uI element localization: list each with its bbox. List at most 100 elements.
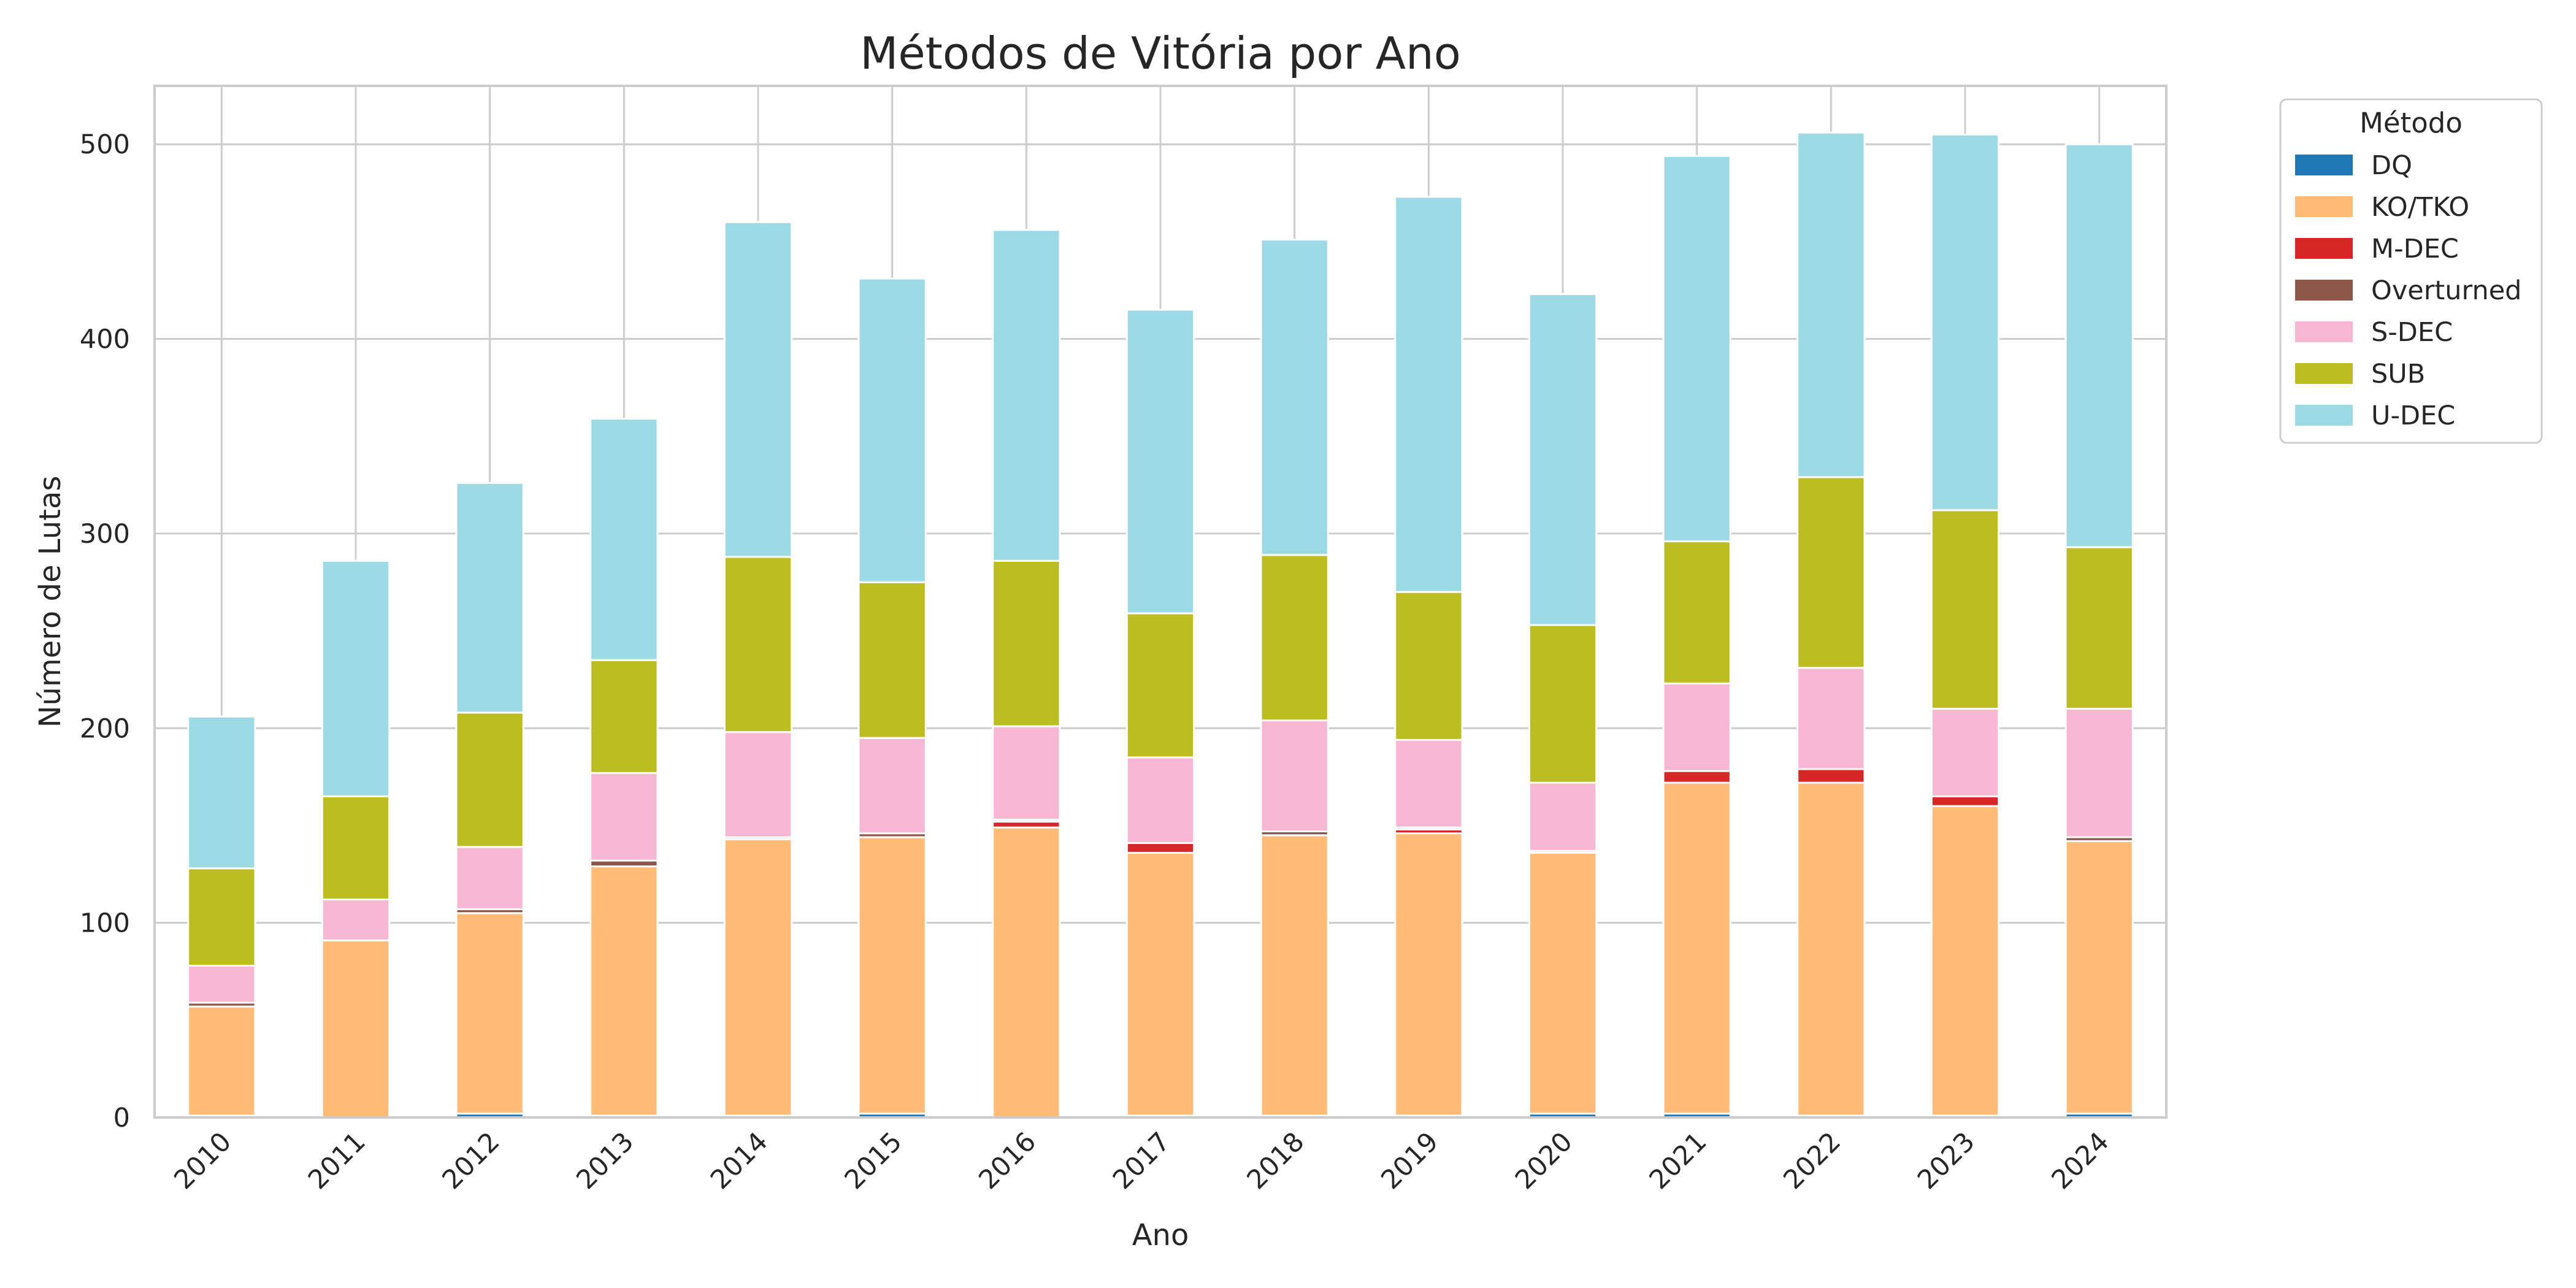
bar-segment: [857, 737, 927, 835]
bar-segment: [992, 559, 1061, 727]
bar-segment: [2064, 708, 2134, 838]
bar-segment: [723, 556, 793, 734]
x-axis-label: Ano: [1132, 1218, 1189, 1252]
bar-segment: [2064, 143, 2134, 548]
bar-segment: [1796, 131, 1866, 478]
legend: Método DQ KO/TKO M-DEC Overturned S-DEC SUB U-…: [2279, 98, 2543, 444]
bar-segment: [857, 836, 927, 1115]
bar-segment: [723, 731, 793, 838]
x-ticks: 2010 2011 2012 2013 2014 2015 2016 2017 2018 2019…: [168, 1126, 2115, 1195]
bar-segment: [1528, 293, 1598, 626]
bar-segment: [187, 715, 256, 870]
x-tick-label: 2010: [168, 1126, 237, 1195]
bar-segment: [589, 418, 659, 661]
bar-segment: [1796, 781, 1866, 1117]
legend-label: Overturned: [2371, 275, 2521, 306]
bar-segment: [1394, 738, 1463, 829]
y-tick-label: 200: [80, 713, 130, 744]
bar-segment: [2064, 546, 2134, 710]
bar-segment: [1930, 805, 2000, 1117]
bar-segment: [1125, 756, 1195, 845]
bar-segment: [1662, 540, 1731, 684]
x-tick-label: 2016: [973, 1126, 1042, 1195]
y-tick-label: 500: [80, 129, 130, 160]
legend-swatch: [2295, 238, 2353, 259]
bars-layer: [187, 131, 2134, 1119]
legend-label: S-DEC: [2371, 317, 2453, 348]
bar-segment: [1260, 834, 1329, 1117]
chart-title: Métodos de Vitória por Ano: [860, 28, 1461, 79]
bar-segment: [1662, 781, 1731, 1115]
x-tick-label: 2023: [1912, 1126, 1981, 1195]
x-tick-label: 2021: [1644, 1126, 1713, 1195]
legend-label: DQ: [2371, 150, 2412, 181]
plot-frame: [153, 85, 2168, 1119]
bar-segment: [1394, 832, 1463, 1117]
bar-segment: [1930, 795, 2000, 807]
bar-segment: [321, 559, 391, 797]
legend-items: DQ KO/TKO M-DEC Overturned S-DEC SUB U-DEC: [2295, 150, 2521, 431]
bar-segment: [455, 846, 524, 910]
bar-segment: [1930, 509, 2000, 710]
legend-label: SUB: [2371, 359, 2425, 389]
bar-segment: [1930, 708, 2000, 797]
bar-segment: [187, 964, 256, 1004]
bar-segment: [992, 725, 1061, 821]
legend-label: M-DEC: [2371, 234, 2459, 264]
bar-segment: [1930, 133, 2000, 512]
x-tick-label: 2022: [1777, 1126, 1847, 1195]
bar-segment: [1796, 768, 1866, 784]
bar-segment: [1528, 781, 1598, 852]
bar-segment: [589, 659, 659, 774]
bar-segment: [1662, 770, 1731, 784]
x-tick-label: 2018: [1241, 1126, 1311, 1195]
bar-segment: [455, 711, 524, 848]
bar-segment: [1662, 155, 1731, 543]
x-tick-label: 2014: [705, 1126, 774, 1195]
bar-segment: [455, 481, 524, 714]
bar-segment: [1662, 682, 1731, 772]
legend-swatch: [2295, 155, 2353, 175]
bar-segment: [723, 838, 793, 1117]
y-tick-label: 100: [80, 908, 130, 939]
bar-segment: [321, 939, 391, 1119]
bar-segment: [1260, 719, 1329, 832]
bar-segment: [455, 912, 524, 1115]
bar-segment: [1796, 667, 1866, 770]
bar-segment: [321, 795, 391, 901]
bar-segment: [321, 899, 391, 941]
bar-segment: [723, 221, 793, 558]
bar-segment: [857, 277, 927, 583]
bar-segment: [589, 772, 659, 862]
bar-segment: [1260, 239, 1329, 556]
bar-segment: [1394, 591, 1463, 741]
x-tick-label: 2019: [1375, 1126, 1444, 1195]
bar-segment: [589, 865, 659, 1117]
bar-segment: [1125, 842, 1195, 854]
bar-segment: [1125, 612, 1195, 759]
bar-segment: [1125, 309, 1195, 615]
legend-swatch: [2295, 363, 2353, 384]
bar-segment: [1528, 624, 1598, 784]
legend-swatch: [2295, 196, 2353, 217]
bar-segment: [2064, 840, 2134, 1115]
legend-swatch: [2295, 321, 2353, 342]
legend-frame: [2279, 98, 2543, 444]
y-axis-label: Número de Lutas: [33, 476, 67, 728]
x-tick-label: 2017: [1107, 1126, 1176, 1195]
x-tick-label: 2024: [2046, 1126, 2115, 1195]
legend-swatch: [2295, 280, 2353, 301]
bar-segment: [187, 867, 256, 967]
legend-title: Método: [2359, 107, 2463, 139]
bar-segment: [992, 826, 1061, 1119]
legend-swatch: [2295, 405, 2353, 426]
bar-segment: [857, 581, 927, 739]
bar-segment: [187, 1005, 256, 1117]
y-tick-label: 400: [80, 324, 130, 355]
y-ticks: 0 100 200 300 400 500: [80, 129, 130, 1133]
bar-segment: [1125, 851, 1195, 1117]
y-tick-label: 0: [113, 1103, 130, 1133]
y-tick-label: 300: [80, 519, 130, 550]
legend-label: U-DEC: [2371, 401, 2455, 431]
